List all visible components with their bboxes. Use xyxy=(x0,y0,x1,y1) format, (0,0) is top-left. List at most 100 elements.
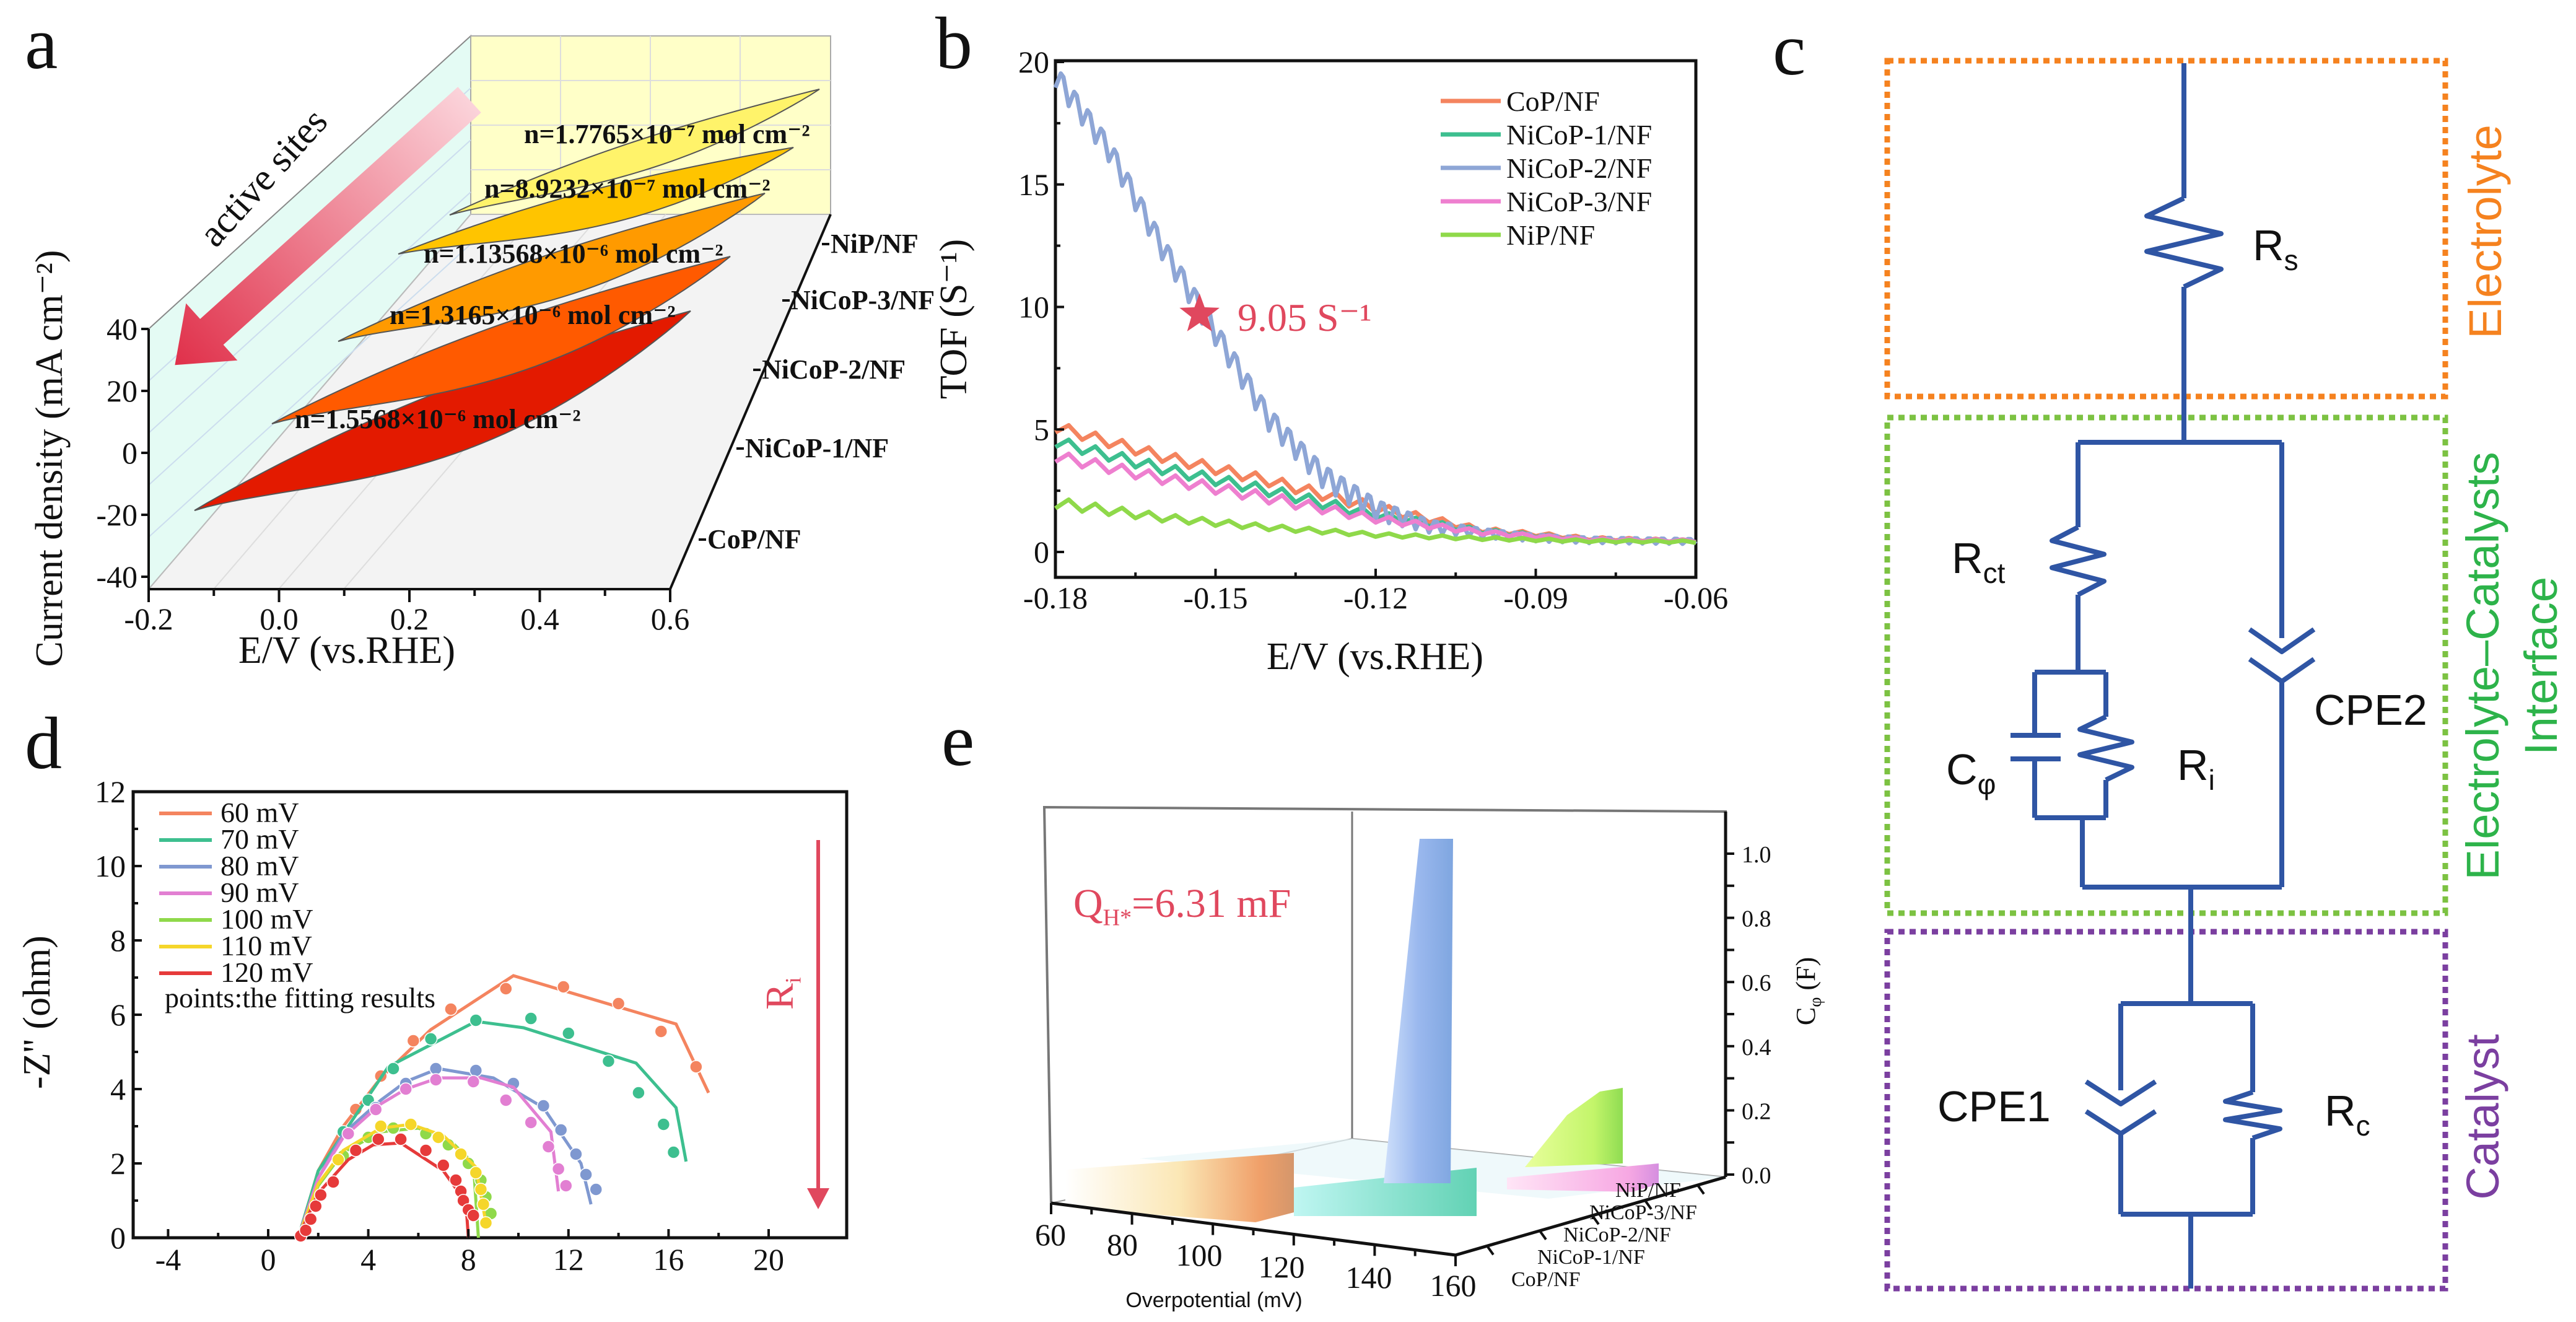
ri-arrow-label-main: R xyxy=(758,983,801,1010)
data-point xyxy=(466,1209,481,1222)
x-tick-label: -0.2 xyxy=(124,602,173,636)
cv-loop-nicop-1-nf xyxy=(271,256,731,424)
data-point xyxy=(331,1153,345,1167)
rct-label-sub: ct xyxy=(1983,557,2006,589)
x-tick-label: 4 xyxy=(360,1242,376,1277)
legend-label: 100 mV xyxy=(220,903,313,935)
panel-label-d: d xyxy=(25,702,62,784)
data-point xyxy=(466,1075,481,1088)
data-point xyxy=(499,1093,513,1107)
ri-arrow-label: Ri xyxy=(758,977,806,1010)
y-axis-label: TOF (S⁻¹) xyxy=(933,239,975,400)
cpe2-icon-upper xyxy=(2248,627,2316,654)
data-point xyxy=(589,1183,603,1196)
panel-b: b CoP/NFNiCoP-1/NFNiCoP-2/NFNiCoP-3/NFNiP… xyxy=(933,2,1728,678)
cpe2-label: CPE2 xyxy=(2314,686,2427,734)
legend-label: 70 mV xyxy=(220,823,299,855)
ri-label: Ri xyxy=(2177,741,2215,796)
data-point xyxy=(469,1166,483,1180)
rct-label: Rct xyxy=(1952,534,2006,589)
series-line-nicop-1-nf xyxy=(1054,437,1696,545)
x-tick-label: 0.4 xyxy=(520,602,559,636)
category-label: CoP/NF xyxy=(1511,1268,1581,1291)
x-tick-label: -0.12 xyxy=(1343,580,1408,615)
y-tick-label: 2 xyxy=(110,1146,126,1181)
tof-annotation: 9.05 S⁻¹ xyxy=(1238,295,1372,339)
bar-nicop-3-nf xyxy=(1507,1163,1659,1192)
x-tick-label: 60 xyxy=(1035,1217,1066,1252)
rct-label-main: R xyxy=(1952,534,1983,582)
data-point xyxy=(541,1140,556,1153)
depth-tick xyxy=(1644,1199,1653,1210)
x-tick-label: 16 xyxy=(653,1242,684,1277)
data-point xyxy=(461,1157,475,1170)
legend-label: 90 mV xyxy=(220,877,299,908)
x-axis-label: E/V (vs.RHE) xyxy=(1267,636,1483,678)
bar-nip-nf xyxy=(1525,1088,1623,1167)
x-tick-label: -0.06 xyxy=(1664,580,1728,615)
category-label: NiCoP-1/NF xyxy=(745,433,889,463)
depth-tick xyxy=(1696,1184,1705,1195)
y-tick-label: 6 xyxy=(110,997,126,1032)
data-point xyxy=(666,1145,681,1159)
x-tick-label: -0.18 xyxy=(1023,580,1088,615)
y-tick-label: 0.8 xyxy=(1742,906,1771,932)
panel-label-c: c xyxy=(1773,8,1805,90)
rc-label: Rc xyxy=(2325,1087,2370,1142)
data-point xyxy=(449,1173,463,1187)
y-axis-label-sub: φ xyxy=(1806,997,1825,1007)
cpe1-icon-upper xyxy=(2084,1079,2157,1106)
resistor-rc-icon xyxy=(2223,1090,2282,1140)
data-point xyxy=(611,997,626,1010)
legend-label: NiCoP-1/NF xyxy=(1506,119,1652,151)
y-tick-label: 40 xyxy=(107,312,138,346)
legend-label: 60 mV xyxy=(220,797,299,828)
depth-tick xyxy=(1591,1215,1600,1225)
data-point xyxy=(632,1086,645,1100)
loading-annotation: n=1.3165×10⁻⁶ mol cm⁻² xyxy=(390,300,676,330)
resistor-rs-icon xyxy=(2144,196,2224,289)
y-tick-label: 4 xyxy=(110,1072,126,1106)
data-point xyxy=(374,1119,388,1133)
x-axis-label: E/V (vs.RHE) xyxy=(238,629,455,672)
data-point xyxy=(419,1144,433,1157)
data-point xyxy=(406,1034,421,1048)
data-point xyxy=(394,1132,408,1146)
depth-axis xyxy=(669,214,832,590)
panel-label-e: e xyxy=(941,699,974,781)
cpe1-icon-lower xyxy=(2084,1109,2157,1136)
y-tick-label: 1.0 xyxy=(1742,842,1771,868)
capacitance-annotation-rest: =6.31 mF xyxy=(1132,881,1291,926)
data-point xyxy=(372,1132,385,1146)
cv-loop-nip-nf xyxy=(449,89,820,216)
capacitance-annotation-main: Q xyxy=(1073,881,1103,926)
data-point xyxy=(341,1127,356,1140)
electrolyte-region xyxy=(1884,58,2448,400)
rs-label-main: R xyxy=(2253,221,2284,269)
bar-cop-nf xyxy=(1065,1153,1294,1222)
data-point xyxy=(657,1118,671,1131)
y-tick-label: 20 xyxy=(107,374,138,408)
rs-label: Rs xyxy=(2253,221,2299,276)
data-point xyxy=(429,1062,443,1075)
category-label: NiP/NF xyxy=(1615,1179,1681,1202)
category-label: NiCoP-1/NF xyxy=(1537,1246,1645,1269)
y-axis-label: Cφ (F) xyxy=(1791,957,1825,1025)
category-label: NiCoP-2/NF xyxy=(762,354,906,385)
loading-annotation: n=8.9232×10⁻⁷ mol cm⁻² xyxy=(484,173,771,204)
data-point xyxy=(399,1082,413,1096)
capacitance-annotation: QH*=6.31 mF xyxy=(1073,881,1291,930)
data-point xyxy=(429,1073,443,1087)
category-label: NiCoP-3/NF xyxy=(791,285,935,315)
data-point xyxy=(444,1002,458,1016)
y-tick-label: 8 xyxy=(110,923,126,958)
x-tick-label: 0.2 xyxy=(390,602,429,636)
data-point xyxy=(479,1216,493,1230)
cv-loop-nicop-3-nf xyxy=(398,147,794,255)
data-point xyxy=(579,1168,593,1181)
catalyst-region xyxy=(1884,929,2448,1292)
fit-line-90-mv xyxy=(297,1076,561,1238)
interface-region xyxy=(1884,414,2448,916)
